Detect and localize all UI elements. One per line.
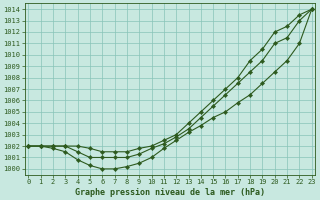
X-axis label: Graphe pression niveau de la mer (hPa): Graphe pression niveau de la mer (hPa) bbox=[75, 188, 265, 197]
